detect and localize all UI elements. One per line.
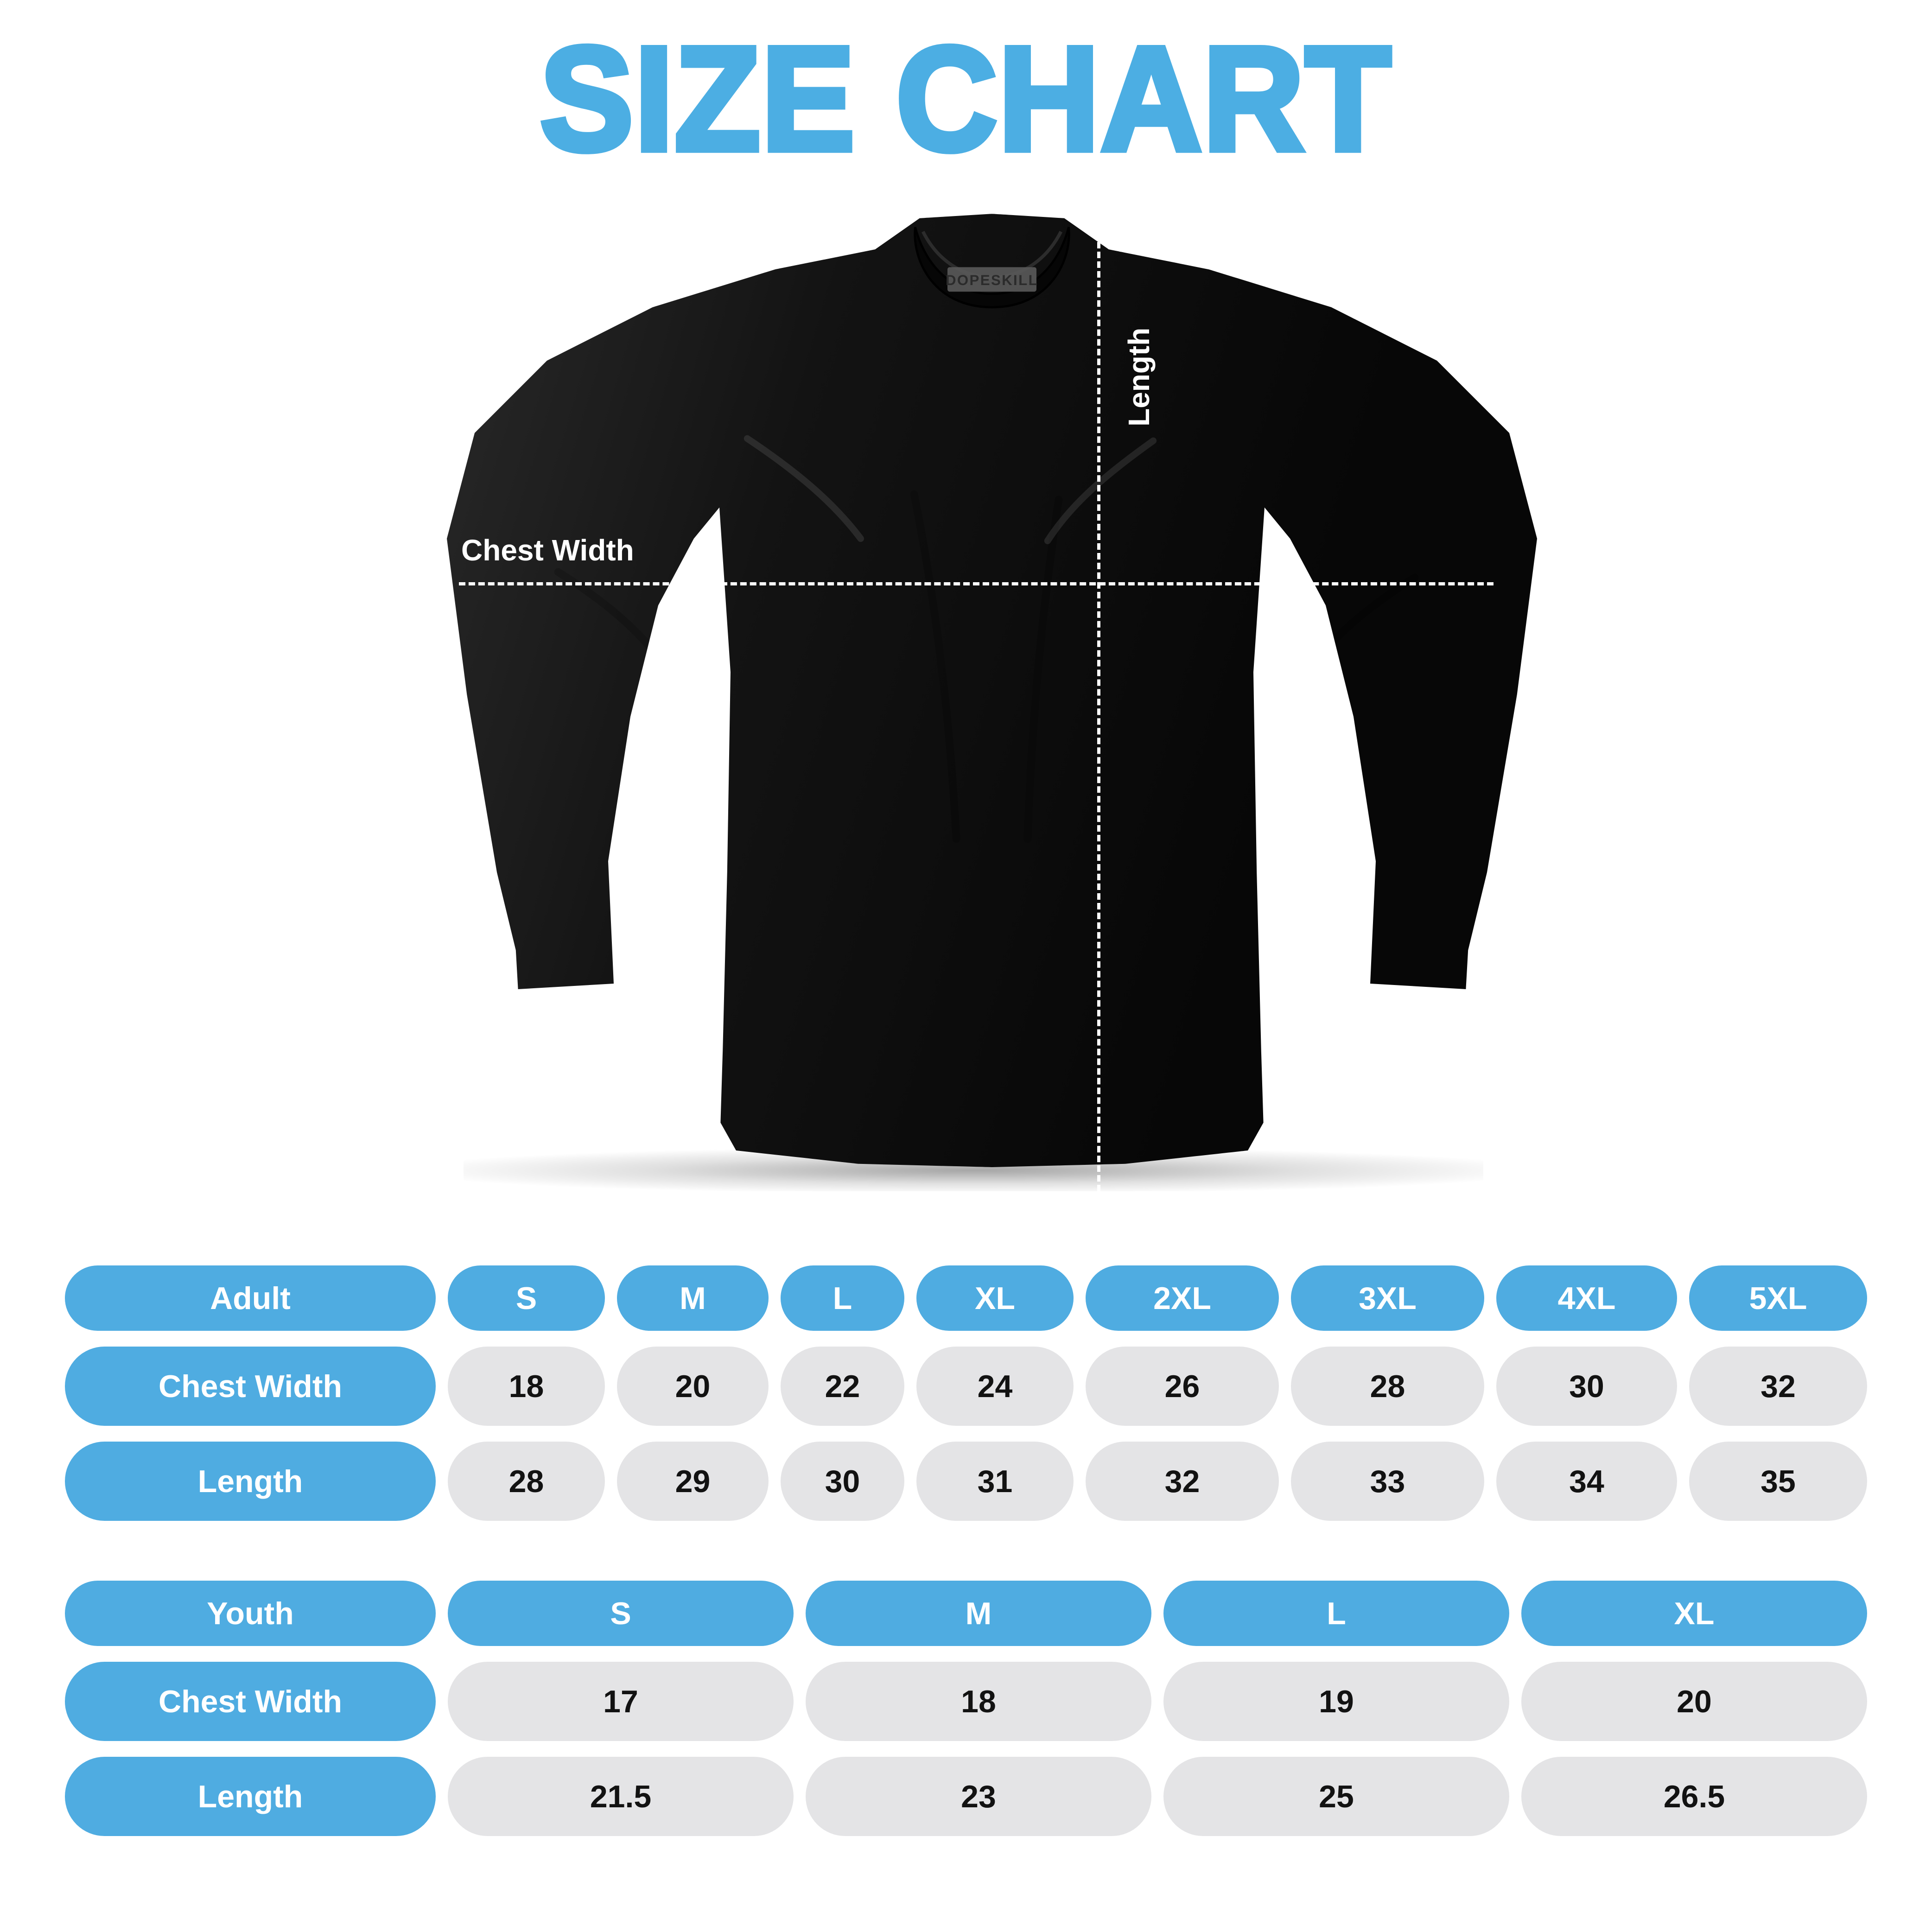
svg-text:DOPESKILL: DOPESKILL xyxy=(946,272,1038,288)
